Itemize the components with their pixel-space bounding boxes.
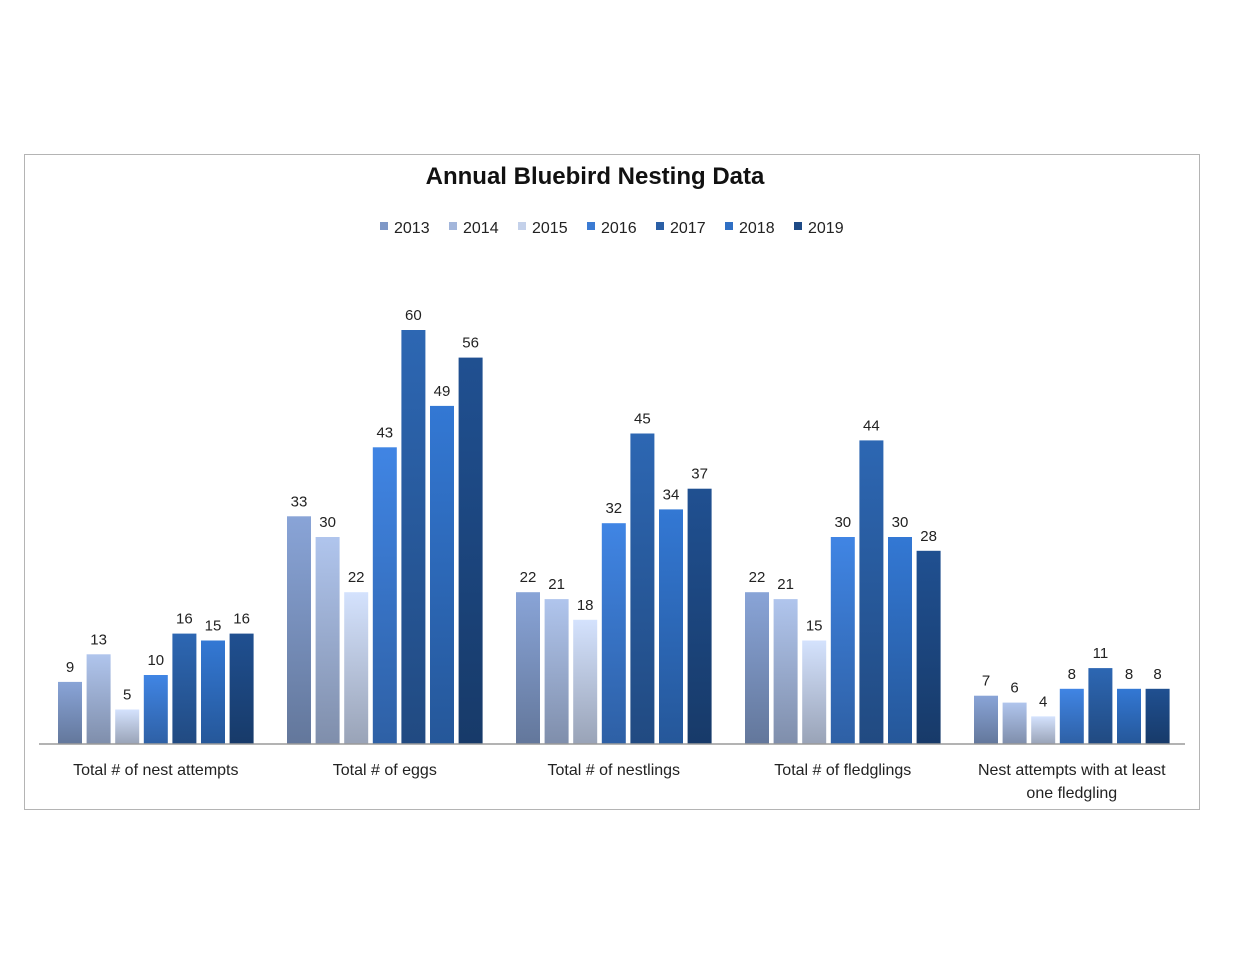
value-label-2016-cat4: 8 (1068, 666, 1076, 683)
bar-2015-cat4 (1031, 716, 1056, 744)
category-label-1: Total # of eggs (333, 762, 437, 779)
value-label-2019-cat0: 16 (233, 611, 250, 628)
category-label-3: Total # of fledglings (774, 762, 911, 779)
value-label-2013-cat3: 22 (749, 569, 766, 586)
value-label-2013-cat2: 22 (520, 569, 537, 586)
value-label-2019-cat2: 37 (691, 466, 708, 483)
value-label-2016-cat2: 32 (605, 500, 622, 517)
bars-group (58, 330, 1170, 744)
category-label-2: Total # of nestlings (548, 762, 681, 779)
bar-2014-cat1 (315, 537, 340, 744)
legend: 2013 2014 2015 2016 2017 2018 2019 (380, 220, 844, 237)
value-label-2019-cat4: 8 (1153, 666, 1161, 683)
bar-2016-cat1 (372, 447, 397, 744)
category-label-0: Total # of nest attempts (73, 762, 238, 779)
value-label-2014-cat2: 21 (548, 576, 565, 593)
value-label-2019-cat1: 56 (462, 335, 479, 352)
category-label-4: Nest attempts with at least one fledgling (978, 762, 1166, 802)
value-label-2018-cat3: 30 (892, 514, 909, 531)
bar-2016-cat2 (601, 523, 626, 744)
bar-2013-cat1 (287, 516, 311, 744)
bar-2018-cat4 (1117, 688, 1141, 744)
bar-2016-cat3 (830, 537, 855, 744)
legend-swatch-2016 (587, 222, 595, 230)
bar-2017-cat2 (630, 433, 655, 744)
bar-2017-cat4 (1088, 668, 1113, 744)
value-label-2014-cat0: 13 (90, 631, 107, 648)
bar-2019-cat4 (1145, 688, 1170, 744)
bar-2018-cat1 (430, 405, 454, 744)
value-label-2017-cat3: 44 (863, 417, 880, 434)
legend-swatch-2015 (518, 222, 526, 230)
bar-2017-cat1 (401, 330, 426, 744)
value-label-2015-cat3: 15 (806, 618, 823, 635)
bar-2018-cat0 (201, 640, 225, 744)
value-label-2016-cat0: 10 (147, 652, 164, 669)
value-label-2018-cat1: 49 (434, 383, 451, 400)
legend-swatch-2019 (794, 222, 802, 230)
value-label-2018-cat0: 15 (205, 618, 222, 635)
value-label-2017-cat2: 45 (634, 411, 651, 428)
value-label-2014-cat3: 21 (777, 576, 794, 593)
legend-label-2014: 2014 (463, 220, 499, 237)
bar-2014-cat0 (86, 654, 111, 744)
value-label-2014-cat1: 30 (319, 514, 336, 531)
value-label-2013-cat0: 9 (66, 659, 74, 676)
value-label-2015-cat4: 4 (1039, 693, 1047, 710)
bar-2016-cat4 (1059, 688, 1084, 744)
value-label-2018-cat2: 34 (663, 486, 680, 503)
bar-2018-cat3 (888, 537, 912, 744)
legend-swatch-2014 (449, 222, 457, 230)
chart-frame: Annual Bluebird Nesting Data 2013 2014 201… (24, 154, 1200, 810)
legend-swatch-2013 (380, 222, 388, 230)
chart-title: Annual Bluebird Nesting Data (426, 163, 765, 190)
bar-2014-cat2 (544, 599, 569, 744)
bar-2019-cat3 (916, 550, 941, 744)
value-label-2017-cat4: 11 (1093, 645, 1109, 662)
bar-2015-cat3 (802, 640, 827, 744)
legend-label-2017: 2017 (670, 220, 706, 237)
bar-2013-cat2 (516, 592, 540, 744)
bar-2013-cat0 (58, 681, 82, 744)
bar-2015-cat1 (344, 592, 369, 744)
value-label-2018-cat4: 8 (1125, 666, 1133, 683)
legend-label-2019: 2019 (808, 220, 844, 237)
legend-swatch-2017 (656, 222, 664, 230)
value-label-2015-cat1: 22 (348, 569, 365, 586)
bar-2018-cat2 (659, 509, 683, 744)
bar-2014-cat4 (1002, 702, 1027, 744)
bar-2017-cat0 (172, 633, 197, 744)
bar-2017-cat3 (859, 440, 884, 744)
bar-2015-cat2 (573, 619, 598, 744)
bar-2019-cat0 (229, 633, 254, 744)
bar-2016-cat0 (143, 675, 168, 744)
value-label-2015-cat2: 18 (577, 597, 594, 614)
bar-2013-cat3 (745, 592, 769, 744)
value-label-2017-cat1: 60 (405, 307, 422, 324)
value-label-2014-cat4: 6 (1010, 680, 1018, 697)
bar-2019-cat1 (458, 357, 483, 744)
value-label-2016-cat3: 30 (834, 514, 851, 531)
legend-swatch-2018 (725, 222, 733, 230)
value-label-2019-cat3: 28 (920, 528, 937, 545)
bar-2019-cat2 (687, 488, 712, 744)
value-labels-group: 9 13 5 10 16 15 16 33 30 22 43 60 49 56 22 21 18 32 45 34 37… (66, 307, 1162, 710)
value-label-2017-cat0: 16 (176, 611, 193, 628)
bar-chart: Annual Bluebird Nesting Data 2013 2014 201… (39, 163, 1185, 802)
category-labels-group: Total # of nest attempts Total # of eggs T… (73, 762, 1166, 802)
bar-2014-cat3 (773, 599, 798, 744)
legend-label-2018: 2018 (739, 220, 775, 237)
value-label-2016-cat1: 43 (376, 424, 393, 441)
bar-2015-cat0 (115, 709, 140, 744)
value-label-2013-cat1: 33 (291, 493, 308, 510)
legend-label-2016: 2016 (601, 220, 637, 237)
value-label-2013-cat4: 7 (982, 673, 990, 690)
legend-label-2013: 2013 (394, 220, 430, 237)
legend-label-2015: 2015 (532, 220, 568, 237)
value-label-2015-cat0: 5 (123, 687, 131, 704)
bar-2013-cat4 (974, 695, 998, 744)
